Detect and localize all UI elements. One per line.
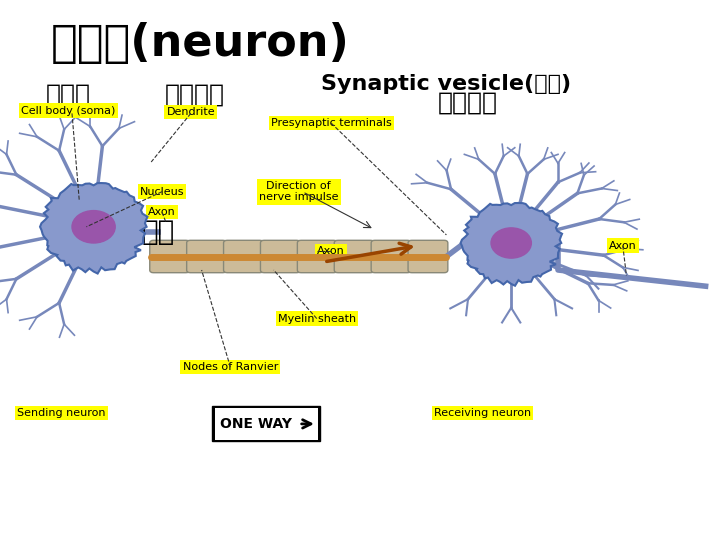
Text: 세포체: 세포체 (46, 83, 91, 106)
Text: Receiving neuron: Receiving neuron (434, 408, 531, 418)
FancyBboxPatch shape (150, 240, 189, 273)
Ellipse shape (72, 211, 115, 243)
Text: Sending neuron: Sending neuron (17, 408, 105, 418)
FancyBboxPatch shape (261, 240, 300, 273)
Text: Axon: Axon (609, 241, 636, 251)
Text: 신경원(neuron): 신경원(neuron) (50, 22, 349, 65)
Text: 수상돌기: 수상돌기 (164, 83, 225, 106)
FancyBboxPatch shape (372, 240, 411, 273)
FancyBboxPatch shape (223, 240, 264, 273)
Text: Nodes of Ranvier: Nodes of Ranvier (183, 362, 278, 372)
Text: Nucleus: Nucleus (140, 187, 184, 197)
FancyBboxPatch shape (186, 240, 226, 273)
FancyBboxPatch shape (408, 240, 448, 273)
Text: Myelin sheath: Myelin sheath (278, 314, 356, 323)
FancyBboxPatch shape (297, 240, 337, 273)
Text: Dendrite: Dendrite (166, 107, 215, 117)
Text: Axon: Axon (318, 246, 345, 256)
FancyArrowPatch shape (302, 420, 311, 428)
Text: Direction of
nerve impulse: Direction of nerve impulse (259, 181, 338, 202)
FancyBboxPatch shape (334, 240, 374, 273)
Text: ONE WAY: ONE WAY (220, 417, 292, 431)
Ellipse shape (491, 228, 531, 258)
Text: Synaptic vesicle(소낭): Synaptic vesicle(소낭) (321, 73, 572, 94)
FancyBboxPatch shape (215, 408, 318, 440)
Polygon shape (461, 203, 562, 286)
Text: Presynaptic terminals: Presynaptic terminals (271, 118, 392, 128)
FancyBboxPatch shape (212, 406, 320, 442)
Text: 종말단추: 종말단추 (438, 91, 498, 114)
Text: Axon: Axon (148, 207, 176, 217)
Text: 축삭: 축삭 (142, 218, 175, 246)
Text: Cell body (soma): Cell body (soma) (21, 106, 116, 116)
Polygon shape (40, 183, 148, 274)
